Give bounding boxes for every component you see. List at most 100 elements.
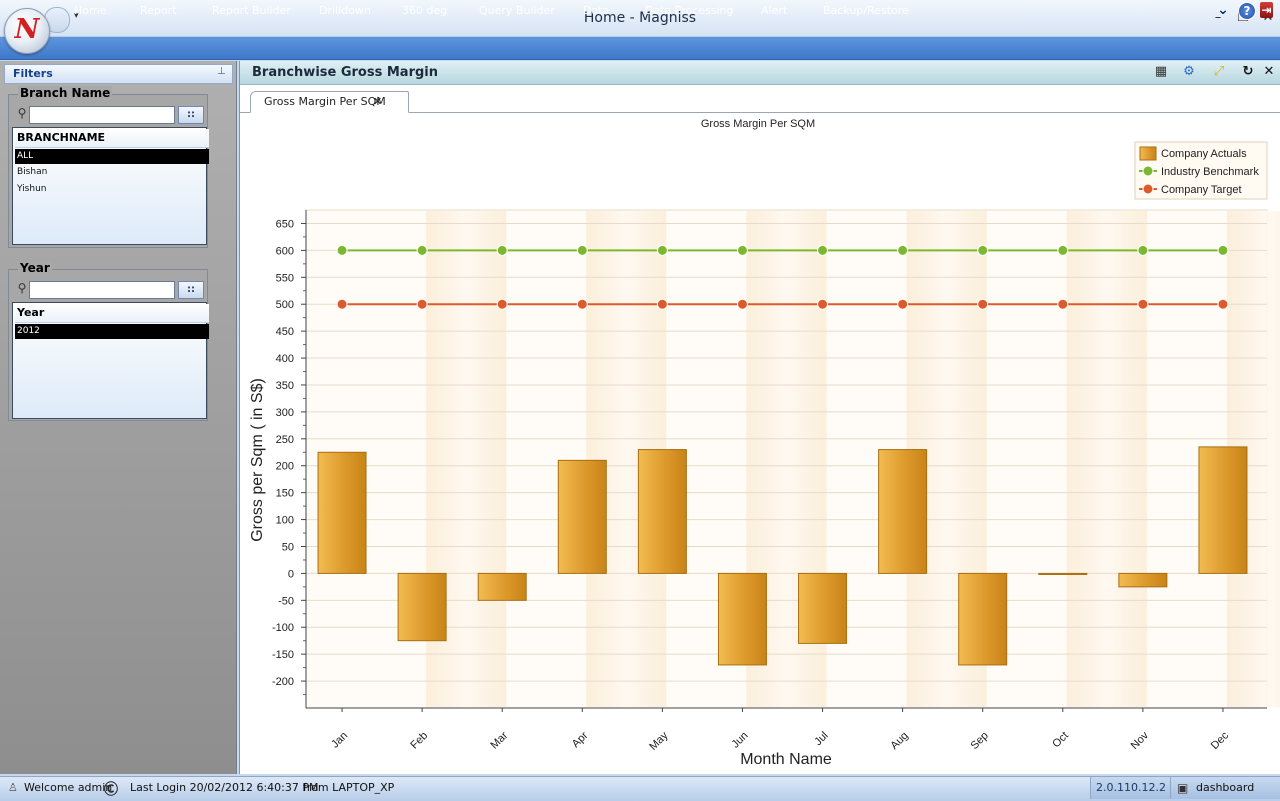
tab-gross-margin-per-sqm[interactable]: Gross Margin Per SQM [250, 91, 409, 113]
menu-360-deg[interactable]: 360 deg [402, 4, 448, 17]
refresh-icon[interactable]: ↻ [1242, 64, 1254, 79]
x-tick-label: Jan [329, 730, 350, 751]
x-tick-label: Jul [812, 730, 830, 748]
y-tick-label: 100 [276, 515, 294, 527]
branch-list-item-all[interactable]: ALL [15, 149, 209, 164]
bar-jan [317, 451, 367, 574]
tab-close-icon[interactable]: ✕ [373, 95, 383, 108]
year-list-header: Year [15, 304, 209, 323]
branch-list-header: BRANCHNAME [15, 129, 209, 148]
grid-icon[interactable]: ▦ [1154, 64, 1168, 79]
company-target-point [576, 298, 588, 310]
search-icon: ⚲ [17, 106, 27, 120]
x-tick-label: Oct [1050, 730, 1071, 751]
industry-benchmark-point [336, 244, 348, 256]
y-tick-label: -200 [272, 676, 294, 688]
bar-dec [1198, 446, 1248, 574]
gross-margin-chart: -200 -150 -100 -50 0 50 100 150 200 250 300 350 400 4… [249, 118, 1280, 768]
industry-benchmark-point [1217, 244, 1229, 256]
y-tick-label: 600 [276, 245, 294, 257]
menu-data-processing[interactable]: Data Processing [645, 4, 734, 17]
bar-may [637, 449, 687, 574]
dashboard-label: dashboard [1196, 781, 1255, 794]
chart-settings-icon[interactable]: ⚙ [1183, 64, 1195, 79]
x-tick-label: Apr [570, 729, 591, 750]
company-target-point [977, 298, 989, 310]
legend-swatch-company-actuals [1139, 146, 1157, 161]
industry-benchmark-point [576, 244, 588, 256]
dashboard-status[interactable]: ▣ dashboard [1170, 777, 1280, 799]
filters-title: Filters [13, 67, 53, 80]
user-icon: ♙ [8, 781, 18, 794]
y-tick-label: 50 [282, 541, 294, 553]
session-icon: Ⓒ [104, 782, 118, 798]
dashboard-icon: ▣ [1177, 781, 1189, 795]
pin-icon[interactable]: ⊥ [217, 66, 226, 77]
menu-report[interactable]: Report [140, 4, 177, 17]
bar-sep [958, 572, 1008, 666]
window-title: Home - Magniss [583, 10, 697, 26]
search-icon: ⚲ [17, 281, 27, 295]
branch-list-item-yishun[interactable]: Yishun [17, 184, 47, 194]
x-axis-title: Month Name [740, 751, 832, 768]
industry-benchmark-point [977, 244, 989, 256]
login-source-text: from LAPTOP_XP [303, 781, 395, 794]
chevron-down-icon[interactable]: ⌄ [1217, 2, 1229, 18]
menu-data[interactable]: Data [583, 4, 610, 17]
company-target-point [656, 298, 668, 310]
x-tick-label: Nov [1129, 729, 1152, 752]
company-target-point [817, 298, 829, 310]
title-bar [0, 0, 1280, 37]
minimize-button[interactable]: – [1214, 10, 1222, 25]
bar-mar [477, 572, 527, 601]
menu-drilldown[interactable]: Drilldown [319, 4, 371, 17]
app-logo-button[interactable]: N [4, 8, 50, 54]
year-search-input[interactable] [29, 281, 175, 299]
year-list-item-2012[interactable]: 2012 [15, 324, 209, 339]
x-tick-label: Mar [488, 729, 510, 751]
branch-picker-button[interactable]: :: [178, 106, 204, 124]
help-icon[interactable]: ? [1238, 2, 1256, 20]
bar-oct [1038, 572, 1088, 575]
quick-access-dropdown-icon[interactable]: ▾ [74, 11, 79, 21]
panel-header [240, 61, 1280, 85]
branch-search-input[interactable] [29, 106, 175, 124]
maximize-icon[interactable]: ⤢ [1213, 64, 1225, 79]
legend-label-company-target: Company Target [1161, 184, 1242, 196]
y-tick-label: 500 [276, 299, 294, 311]
branch-list: BRANCHNAME ALL Bishan Yishun [12, 127, 209, 245]
industry-benchmark-point [496, 244, 508, 256]
industry-benchmark-point [817, 244, 829, 256]
industry-benchmark-point [736, 244, 748, 256]
exit-icon[interactable]: ⇥ [1260, 2, 1273, 18]
industry-benchmark-point [1057, 244, 1069, 256]
company-target-point [736, 298, 748, 310]
y-tick-label: -100 [272, 622, 294, 634]
version-label: 2.0.110.12.2 [1090, 777, 1171, 799]
industry-benchmark-point [1137, 244, 1149, 256]
y-tick-label: 200 [276, 461, 294, 473]
company-target-point [1057, 298, 1069, 310]
last-login-text: Last Login 20/02/2012 6:40:37 PM [130, 781, 319, 794]
menu-report-builder[interactable]: Report Builder [212, 4, 291, 17]
industry-benchmark-point [656, 244, 668, 256]
industry-benchmark-point [416, 244, 428, 256]
year-group-title: Year [18, 261, 52, 275]
bar-apr [557, 459, 607, 574]
menu-alert[interactable]: Alert [761, 4, 788, 17]
industry-benchmark-point [897, 244, 909, 256]
menu-bar [0, 37, 1280, 60]
x-tick-label: Feb [408, 730, 430, 752]
menu-query-builder[interactable]: Query Builder [479, 4, 555, 17]
close-icon[interactable]: ✕ [1263, 64, 1275, 79]
legend-marker-company-target [1142, 183, 1154, 195]
branch-list-item-bishan[interactable]: Bishan [17, 167, 48, 177]
menu-home[interactable]: Home [74, 4, 107, 17]
menu-backup-restore[interactable]: Backup/Restore [823, 4, 909, 17]
y-tick-label: 450 [276, 326, 294, 338]
plot-band [1066, 211, 1147, 707]
year-picker-button[interactable]: :: [178, 281, 204, 299]
y-tick-label: 550 [276, 272, 294, 284]
legend-label-company-actuals: Company Actuals [1161, 148, 1247, 160]
y-tick-label: 350 [276, 380, 294, 392]
